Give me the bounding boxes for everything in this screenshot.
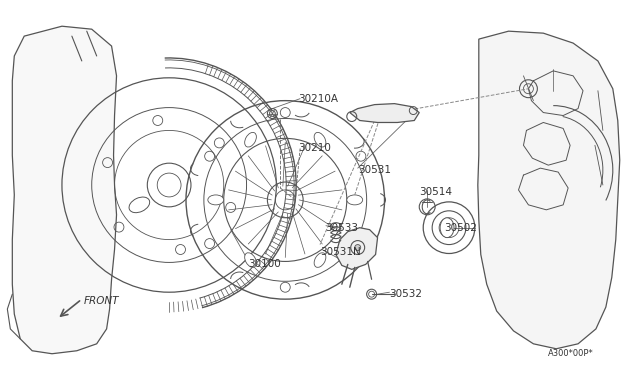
Text: 30210A: 30210A xyxy=(298,94,338,104)
Circle shape xyxy=(269,110,275,116)
Polygon shape xyxy=(336,228,378,269)
Polygon shape xyxy=(12,26,116,354)
Text: 30531: 30531 xyxy=(358,165,390,175)
Ellipse shape xyxy=(208,195,224,205)
Text: 30100: 30100 xyxy=(248,259,282,269)
Text: 30531N: 30531N xyxy=(320,247,361,257)
Ellipse shape xyxy=(244,253,257,267)
Polygon shape xyxy=(478,31,620,349)
Text: A300*00P*: A300*00P* xyxy=(548,349,594,358)
Text: 30502: 30502 xyxy=(444,223,477,233)
Text: 30210: 30210 xyxy=(298,143,331,153)
Text: 30532: 30532 xyxy=(390,289,422,299)
Polygon shape xyxy=(350,104,419,122)
Text: 30514: 30514 xyxy=(419,187,452,197)
Text: 30533: 30533 xyxy=(325,223,358,233)
Ellipse shape xyxy=(129,197,150,213)
Text: FRONT: FRONT xyxy=(84,296,119,306)
Ellipse shape xyxy=(440,218,454,238)
Circle shape xyxy=(355,244,361,250)
Ellipse shape xyxy=(244,132,257,147)
Ellipse shape xyxy=(347,195,363,205)
Ellipse shape xyxy=(314,132,326,147)
Ellipse shape xyxy=(314,253,326,267)
